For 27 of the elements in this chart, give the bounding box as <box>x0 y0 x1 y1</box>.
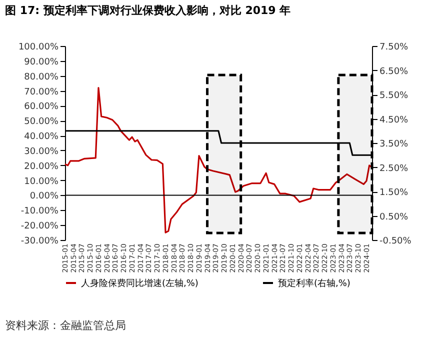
legend-label: 人身险保费同比增速(左轴,%) <box>81 278 198 289</box>
y-tick-label: 50.00% <box>24 117 59 128</box>
y2-tick-label: 7.50% <box>380 42 409 52</box>
y-tick-label: 10.00% <box>24 176 59 187</box>
y-tick-label: -30.00% <box>20 236 59 246</box>
y-tick-label: -10.00% <box>20 206 59 217</box>
y2-tick-label: 6.50% <box>380 66 409 77</box>
y-tick-label: 20.00% <box>24 162 59 172</box>
y2-tick-label: 2.50% <box>380 164 409 174</box>
y2-tick-label: -0.50% <box>380 236 412 246</box>
y-tick-label: 100.00% <box>18 42 59 52</box>
y2-tick-label: 0.50% <box>380 212 409 222</box>
y-tick-label: 30.00% <box>24 146 59 157</box>
y-tick-label: 80.00% <box>24 72 59 82</box>
y-tick-label: 70.00% <box>24 87 59 98</box>
y-tick-label: 90.00% <box>24 57 59 68</box>
chart-title: 图 17: 预定利率下调对行业保费收入影响，对比 2019 年 <box>5 4 291 17</box>
y-tick-label: 60.00% <box>24 102 59 112</box>
text: 资料来源：金融监管总局 <box>5 319 126 332</box>
y2-tick-label: 4.50% <box>380 115 409 126</box>
y2-tick-label: 1.50% <box>380 188 409 198</box>
y-tick-label: -20.00% <box>20 222 59 232</box>
legend-label: 预定利率(右轴,%) <box>278 278 350 289</box>
y2-tick-label: 3.50% <box>380 140 409 150</box>
y-tick-label: 40.00% <box>24 132 59 142</box>
y-tick-label: 0.00% <box>30 192 59 202</box>
y2-tick-label: 5.50% <box>380 91 409 101</box>
